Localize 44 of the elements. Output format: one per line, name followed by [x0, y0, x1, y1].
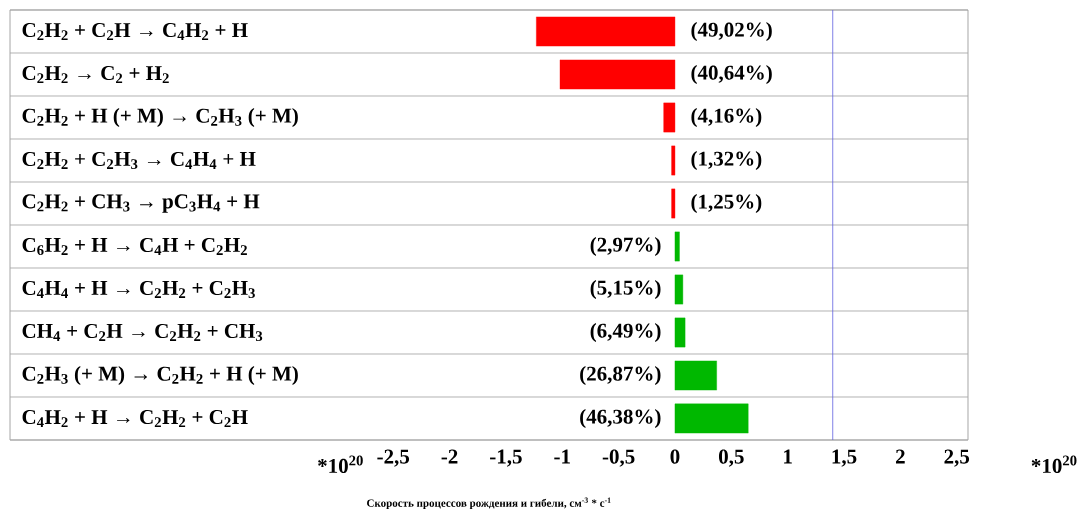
x-tick-label: -1,5 — [490, 449, 522, 467]
category-label: C$_{2}$H$_{2}$ + C$_{2}$H$_{3}$ → C$_{4}$H$_{4}$ + H — [22, 151, 256, 170]
bar — [671, 188, 676, 219]
text: *10$^{20}$ — [1031, 455, 1077, 474]
bar — [674, 360, 717, 391]
annotation: (1,25%) — [691, 193, 762, 214]
text: *10$^{20}$ — [318, 455, 363, 474]
x-tick-label: 0 — [670, 449, 680, 464]
annotation: (4,16%) — [691, 107, 762, 128]
bar — [536, 16, 676, 47]
x-tick-label: -2 — [441, 449, 458, 464]
bar — [674, 274, 684, 305]
bar — [663, 102, 676, 133]
annotation: (5,15%) — [590, 279, 661, 300]
bar — [674, 403, 749, 434]
annotation: (26,87%) — [580, 365, 661, 386]
annotation: (40,64%) — [691, 64, 772, 85]
x-tick-label: 2,5 — [944, 449, 970, 467]
bar — [674, 317, 686, 348]
x-tick-label: 2 — [895, 449, 905, 464]
x-tick-label: 0,5 — [718, 449, 744, 467]
annotation: (49,02%) — [691, 21, 772, 42]
annotation: (1,32%) — [691, 150, 762, 171]
category-label: C$_{2}$H$_{2}$ + C$_{2}$H → C$_{4}$H$_{2}$ + H — [22, 22, 248, 41]
category-label: C$_{6}$H$_{2}$ + H → C$_{4}$H + C$_{2}$H$_{2}$ — [22, 237, 247, 256]
annotation: (46,38%) — [580, 408, 661, 429]
y-tick-label: C$_{2}$H$_{2}$ → C$_{2}$ + H$_{2}$ — [22, 65, 169, 84]
x-tick-label: -1 — [554, 449, 570, 464]
category-label: C$_{2}$H$_{2}$ + CH$_{3}$ → pC$_{3}$H$_{4}$ + H — [22, 194, 260, 213]
x-tick-label: 1,5 — [832, 449, 857, 467]
category-label: C$_{4}$H$_{2}$ + H → C$_{2}$H$_{2}$ + C$_{2}$H — [22, 409, 248, 427]
category-label: C$_{2}$H$_{2}$ + H (+ M) → C$_{2}$H$_{3}$ (+ M) — [22, 107, 298, 128]
category-label: CH$_{4}$ + C$_{2}$H → C$_{2}$H$_{2}$ + CH$_{3}$ — [22, 323, 263, 342]
bar — [674, 231, 680, 262]
x-tick-label: -0,5 — [602, 449, 635, 467]
annotation: (6,49%) — [590, 322, 661, 343]
x-axis-title: Скорость процессов рождения и гибели, см$^{-3}$ * с$^{-1}$ — [367, 497, 611, 510]
x-tick-label: -2,5 — [377, 449, 410, 467]
bar — [671, 145, 676, 176]
bar — [559, 59, 676, 90]
category-label: C$_{2}$H$_{3}$ (+ M) → C$_{2}$H$_{2}$ + H (+ M) — [22, 365, 298, 386]
x-tick-label: 1 — [784, 449, 792, 464]
annotation: (2,97%) — [590, 236, 661, 257]
category-label: C$_{4}$H$_{4}$ + H → C$_{2}$H$_{2}$ + C$_{2}$H$_{3}$ — [22, 280, 255, 299]
